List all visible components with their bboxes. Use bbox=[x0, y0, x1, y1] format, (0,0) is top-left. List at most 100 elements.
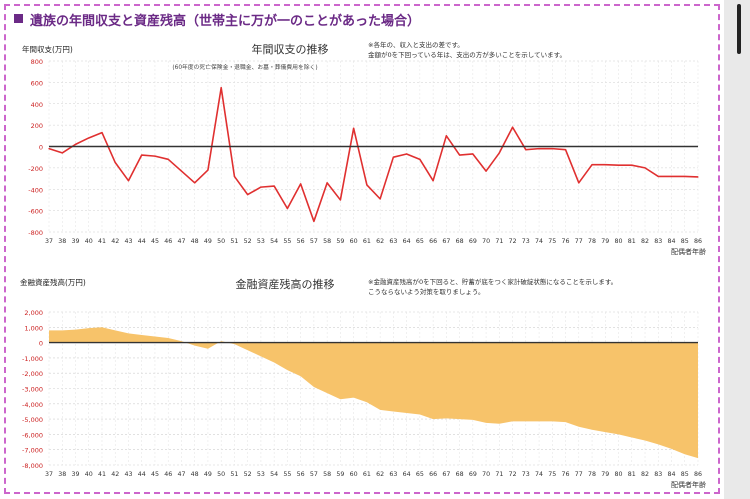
page-title: 遺族の年間収支と資産残高（世帯主に万が一のことがあった場合） bbox=[30, 14, 421, 29]
data-point bbox=[538, 148, 540, 150]
x-axis-label: 配偶者年齢 bbox=[671, 480, 706, 489]
x-axis-label: 配偶者年齢 bbox=[671, 247, 706, 256]
x-tick-label: 77 bbox=[575, 238, 583, 245]
data-point bbox=[326, 182, 328, 184]
chart-note: こうならないよう対策を取りましょう。 bbox=[368, 287, 484, 296]
data-point bbox=[273, 185, 275, 187]
y-tick-label: -3,000 bbox=[22, 386, 43, 394]
data-point bbox=[313, 220, 315, 222]
data-point bbox=[472, 153, 474, 155]
x-tick-label: 54 bbox=[270, 471, 278, 478]
data-point bbox=[392, 156, 394, 158]
y-axis-label: 年間収支(万円) bbox=[22, 44, 73, 54]
y-tick-label: 1,000 bbox=[24, 324, 43, 332]
x-tick-label: 69 bbox=[469, 238, 477, 245]
chart-title: 金融資産残高の推移 bbox=[236, 277, 335, 291]
x-tick-label: 64 bbox=[403, 238, 411, 245]
x-tick-label: 48 bbox=[191, 238, 199, 245]
data-point bbox=[591, 164, 593, 166]
data-point bbox=[419, 158, 421, 160]
data-point bbox=[379, 198, 381, 200]
data-point bbox=[684, 175, 686, 178]
x-tick-label: 83 bbox=[654, 238, 662, 245]
x-tick-label: 40 bbox=[85, 238, 93, 245]
x-tick-label: 74 bbox=[535, 471, 543, 478]
data-point bbox=[339, 199, 341, 201]
x-tick-label: 81 bbox=[628, 471, 636, 478]
x-tick-label: 79 bbox=[601, 471, 609, 478]
x-tick-label: 44 bbox=[138, 238, 146, 245]
x-tick-label: 55 bbox=[283, 238, 291, 245]
x-tick-label: 68 bbox=[456, 238, 464, 245]
x-tick-label: 82 bbox=[641, 238, 649, 245]
x-tick-label: 44 bbox=[138, 471, 146, 478]
x-tick-label: 57 bbox=[310, 238, 318, 245]
data-point bbox=[617, 164, 620, 166]
data-point bbox=[432, 180, 434, 182]
data-point bbox=[406, 153, 408, 155]
x-tick-label: 62 bbox=[376, 471, 384, 478]
x-tick-label: 78 bbox=[588, 471, 596, 478]
x-tick-label: 67 bbox=[442, 238, 450, 245]
x-tick-label: 65 bbox=[416, 471, 424, 478]
data-point bbox=[88, 137, 90, 139]
data-point bbox=[247, 193, 249, 196]
x-tick-label: 43 bbox=[124, 471, 132, 478]
x-tick-label: 64 bbox=[403, 471, 411, 478]
y-tick-label: -1,000 bbox=[22, 355, 43, 363]
series-line bbox=[48, 86, 699, 223]
x-tick-label: 69 bbox=[469, 471, 477, 478]
x-tick-label: 39 bbox=[71, 238, 79, 245]
x-tick-label: 53 bbox=[257, 238, 265, 245]
x-tick-label: 43 bbox=[124, 238, 132, 245]
data-point bbox=[101, 132, 103, 134]
x-tick-label: 81 bbox=[628, 238, 636, 245]
x-tick-label: 54 bbox=[270, 238, 278, 245]
x-tick-label: 84 bbox=[668, 238, 676, 245]
x-tick-label: 56 bbox=[297, 471, 305, 478]
x-tick-label: 42 bbox=[111, 238, 119, 245]
x-tick-label: 58 bbox=[323, 471, 331, 478]
x-tick-label: 75 bbox=[548, 471, 556, 478]
asset-balance-chart: 2,000 1,000 0 -1,000 -2,000 -3,000 -4,000 -5,00… bbox=[20, 277, 706, 489]
y-tick-label: -2,000 bbox=[22, 370, 43, 378]
y-tick-label: -200 bbox=[28, 165, 43, 173]
page-header: 遺族の年間収支と資産残高（世帯主に万が一のことがあった場合） bbox=[8, 8, 714, 30]
dashed-frame bbox=[4, 4, 720, 494]
x-tick-label: 76 bbox=[562, 471, 570, 478]
x-tick-label: 60 bbox=[350, 471, 358, 478]
x-tick-label: 50 bbox=[217, 471, 225, 478]
x-tick-label: 77 bbox=[575, 471, 583, 478]
chart-note: ※金融資産残高が0を下回ると、貯蓄が底をつく家計破綻状態になることを示します。 bbox=[368, 277, 617, 286]
x-tick-label: 83 bbox=[654, 471, 662, 478]
y-tick-label: 0 bbox=[39, 340, 43, 348]
data-point bbox=[74, 143, 77, 145]
x-tick-label: 47 bbox=[177, 238, 185, 245]
chart-note: ※各年の、収入と支出の差です。 bbox=[368, 40, 464, 49]
x-tick-label: 62 bbox=[376, 238, 384, 245]
x-tick-label: 73 bbox=[522, 471, 530, 478]
x-tick-label: 59 bbox=[336, 471, 344, 478]
x-tick-label: 50 bbox=[217, 238, 225, 245]
x-tick-label: 80 bbox=[615, 238, 623, 245]
x-tick-label: 85 bbox=[681, 471, 689, 478]
scrollbar[interactable] bbox=[724, 0, 750, 499]
data-point bbox=[61, 152, 63, 154]
x-tick-label: 45 bbox=[151, 238, 159, 245]
x-tick-label: 63 bbox=[389, 238, 397, 245]
data-point bbox=[194, 182, 196, 184]
x-tick-label: 52 bbox=[244, 471, 252, 478]
x-tick-label: 38 bbox=[58, 238, 66, 245]
chart-title: 年間収支の推移 bbox=[252, 42, 329, 56]
scrollbar-thumb[interactable] bbox=[737, 4, 741, 54]
x-tick-label: 80 bbox=[615, 471, 623, 478]
data-point bbox=[551, 148, 553, 150]
data-point bbox=[458, 154, 461, 156]
x-tick-label: 71 bbox=[495, 238, 503, 245]
data-point bbox=[260, 186, 262, 188]
x-tick-label: 70 bbox=[482, 471, 490, 478]
y-tick-label: -600 bbox=[28, 208, 43, 216]
data-point bbox=[670, 175, 673, 178]
data-point bbox=[564, 149, 567, 151]
